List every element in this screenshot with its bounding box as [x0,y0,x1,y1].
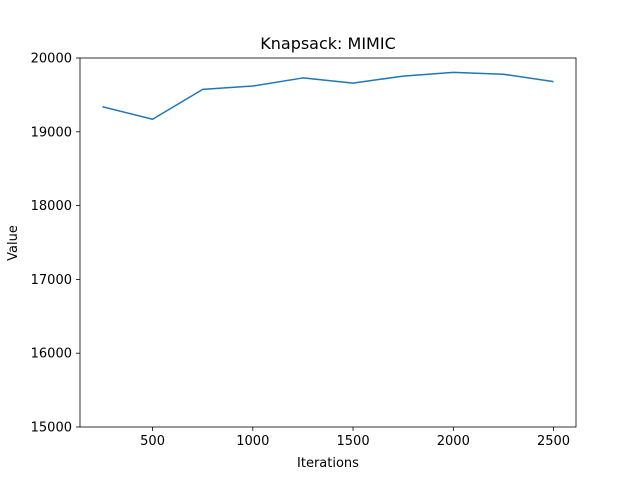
x-axis-label: Iterations [297,456,359,471]
plot-frame [79,57,577,428]
x-tick-label-500: 500 [140,434,165,449]
series-line-0 [102,71,554,120]
y-tick-label-20000: 20000 [31,52,72,67]
x-tick-label-2000: 2000 [437,434,470,449]
y-axis-label: Value [6,225,21,261]
x-tick-label-1500: 1500 [337,434,370,449]
y-tick-label-15000: 15000 [31,421,72,436]
x-tick-label-2500: 2500 [537,434,570,449]
y-tick-label-16000: 16000 [31,347,72,362]
y-tick-label-18000: 18000 [31,199,72,214]
chart-title: Knapsack: MIMIC [260,34,396,53]
y-tick-label-19000: 19000 [31,125,72,140]
y-tick-label-17000: 17000 [31,273,72,288]
x-tick-label-1000: 1000 [236,434,269,449]
plot-area: 500 1000 1500 2000 2500 15000 16000 17000 18000 1… [31,52,577,449]
